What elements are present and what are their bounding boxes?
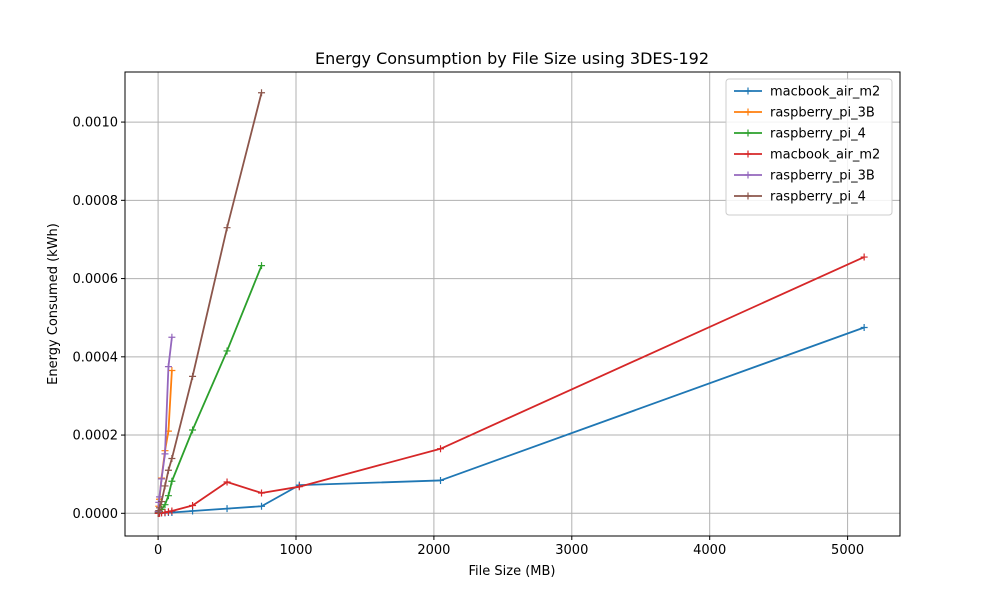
legend-item: raspberry_pi_3B <box>734 169 875 184</box>
axis-ticks: 0 1000 2000 3000 4000 5000 0.0000 0.0002 0.0004 0… <box>73 116 865 558</box>
legend-label: raspberry_pi_3B <box>770 106 875 121</box>
legend-label: raspberry_pi_3B <box>770 169 875 184</box>
y-axis-label: Energy Consumed (kWh) <box>46 223 61 385</box>
data-point-marker <box>258 89 266 97</box>
series-group <box>154 89 868 517</box>
legend-item: raspberry_pi_3B <box>734 106 875 121</box>
legend-item: macbook_air_m2 <box>734 148 880 163</box>
legend-label: raspberry_pi_4 <box>770 190 866 205</box>
y-tick-label: 0.0010 <box>73 116 119 131</box>
legend-marker <box>744 108 752 116</box>
data-point-marker <box>223 505 231 513</box>
series-5-raspberry_pi_4 <box>154 89 266 517</box>
data-point-marker <box>161 450 169 458</box>
data-point-marker <box>860 323 868 331</box>
data-point-marker <box>164 492 172 500</box>
y-tick-label: 0.0000 <box>73 507 119 522</box>
x-tick-label: 3000 <box>555 543 588 558</box>
legend-marker <box>744 129 752 137</box>
data-point-marker <box>295 483 303 491</box>
y-tick-label: 0.0008 <box>73 194 119 209</box>
data-point-marker <box>161 501 169 509</box>
y-tick-label: 0.0002 <box>73 429 119 444</box>
data-point-marker <box>161 482 169 490</box>
y-tick-label: 0.0004 <box>73 350 119 365</box>
data-point-marker <box>168 367 176 375</box>
data-point-marker <box>223 224 231 232</box>
legend-marker <box>744 192 752 200</box>
chart-title: Energy Consumption by File Size using 3D… <box>315 49 709 68</box>
data-point-marker <box>189 501 197 509</box>
data-point-marker <box>258 502 266 510</box>
legend-marker <box>744 87 752 95</box>
series-3-macbook_air_m2 <box>154 253 868 517</box>
data-point-marker <box>168 477 176 485</box>
legend-marker <box>744 171 752 179</box>
legend-item: raspberry_pi_4 <box>734 190 866 205</box>
data-point-marker <box>223 347 231 355</box>
data-point-marker <box>860 253 868 261</box>
x-tick-label: 4000 <box>693 543 726 558</box>
x-tick-label: 2000 <box>417 543 450 558</box>
legend-label: macbook_air_m2 <box>770 85 880 100</box>
data-point-marker <box>189 426 197 434</box>
data-point-marker <box>168 455 176 463</box>
legend-item: raspberry_pi_4 <box>734 127 866 142</box>
x-tick-label: 0 <box>154 543 162 558</box>
data-point-marker <box>161 509 169 517</box>
legend-item: macbook_air_m2 <box>734 85 880 100</box>
series-line <box>157 326 865 515</box>
y-tick-label: 0.0006 <box>73 272 119 287</box>
series-0-macbook_air_m2 <box>154 323 868 517</box>
data-point-marker <box>437 476 445 484</box>
data-point-marker <box>158 498 166 506</box>
data-point-marker <box>437 445 445 453</box>
legend: macbook_air_m2 raspberry_pi_3B raspberry_p… <box>725 78 893 216</box>
data-point-marker <box>258 262 266 270</box>
legend-label: raspberry_pi_4 <box>770 127 866 142</box>
x-tick-label: 5000 <box>831 543 864 558</box>
data-point-marker <box>164 363 172 371</box>
data-point-marker <box>164 508 172 516</box>
data-point-marker <box>168 333 176 341</box>
data-point-marker <box>158 475 166 483</box>
legend-marker <box>744 150 752 158</box>
legend-label: macbook_air_m2 <box>770 148 880 163</box>
plot-area-frame <box>124 71 901 537</box>
data-point-marker <box>155 504 163 512</box>
data-point-marker <box>223 478 231 486</box>
legend-box <box>725 78 893 216</box>
data-point-marker <box>168 507 176 515</box>
data-point-marker <box>258 489 266 497</box>
data-point-marker <box>164 466 172 474</box>
series-line <box>157 256 865 515</box>
data-point-marker <box>189 372 197 380</box>
x-axis-label: File Size (MB) <box>469 564 556 579</box>
x-tick-label: 1000 <box>279 543 312 558</box>
